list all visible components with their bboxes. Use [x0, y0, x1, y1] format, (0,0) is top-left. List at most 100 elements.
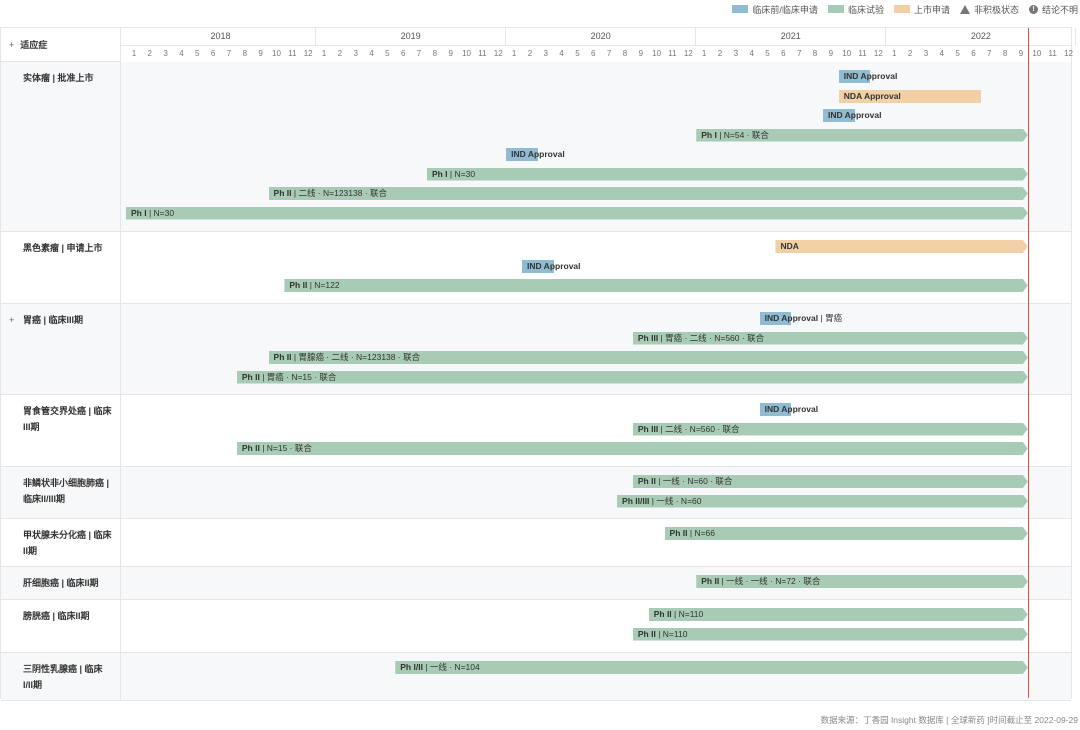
- month-tick-label: 9: [258, 49, 263, 58]
- month-tick-label: 8: [242, 49, 248, 58]
- expand-all-icon[interactable]: +: [9, 40, 15, 50]
- indication-label[interactable]: 黑色素瘤 | 申请上市: [1, 232, 121, 303]
- month-tick-label: 2: [527, 49, 533, 58]
- legend-swatch: [893, 5, 910, 13]
- bar-phase-label: IND Approval: [827, 110, 882, 120]
- indication-label[interactable]: 胃食管交界处癌 | 临床III期: [1, 395, 121, 466]
- indication-name: 胃食管交界处癌 | 临床III期: [23, 406, 112, 432]
- legend-item[interactable]: 非积极状态: [959, 3, 1019, 16]
- bar-detail-label: N=66: [694, 528, 715, 538]
- nda-bar[interactable]: NDA: [775, 240, 1027, 253]
- month-tick-label: 7: [987, 49, 992, 58]
- clinical-trial-bar[interactable]: Ph II | 一线 · N=60 · 联合: [633, 475, 1028, 488]
- indication-label[interactable]: 实体瘤 | 批准上市: [1, 62, 121, 231]
- ind-approval-bar[interactable]: IND Approval | 胃癌: [759, 312, 842, 325]
- clinical-trial-bar[interactable]: Ph II | 二线 · N=123138 · 联合: [269, 187, 1028, 200]
- bar-phase-label: Ph II: [273, 352, 292, 362]
- clinical-trial-bar[interactable]: Ph I | N=30: [126, 207, 1028, 220]
- ind-approval-bar[interactable]: IND Approval: [838, 70, 897, 83]
- clinical-trial-bar[interactable]: Ph III | 胃癌 · 二线 · N=560 · 联合: [633, 332, 1028, 345]
- clinical-trial-bar[interactable]: Ph II/III | 一线 · N=60: [617, 495, 1028, 508]
- legend-label: 结论不明: [1041, 4, 1078, 15]
- indication-label[interactable]: 膀胱癌 | 临床II期: [1, 600, 121, 652]
- bar-phase-label: Ph II: [289, 280, 308, 290]
- clinical-trial-bar[interactable]: Ph II | N=110: [633, 628, 1028, 641]
- ind-approval-bar[interactable]: IND Approval: [522, 259, 581, 273]
- clinical-trial-bar[interactable]: Ph II | 一线 · 一线 · N=72 · 联合: [696, 575, 1028, 588]
- bar-detail-label: N=110: [678, 609, 704, 619]
- clinical-trial-bar[interactable]: Ph II | N=122: [284, 279, 1027, 292]
- year-label: 2020: [506, 28, 697, 45]
- month-tick-label: 2: [907, 49, 913, 58]
- bar-detail-label: N=122: [314, 280, 340, 290]
- bar-detail-label: 胃癌 · 二线 · N=560 · 联合: [665, 332, 765, 343]
- clinical-trial-bar[interactable]: Ph II | N=15 · 联合: [237, 442, 1028, 455]
- expand-row-icon[interactable]: +: [9, 315, 15, 325]
- month-tick-label: 7: [606, 49, 612, 58]
- bar-phase-label: Ph I: [701, 129, 717, 140]
- indication-label[interactable]: 非鳞状非小细胞肺癌 | 临床II/III期: [1, 467, 121, 518]
- month-tick-label: 10: [842, 49, 852, 58]
- indication-label[interactable]: 三阴性乳腺癌 | 临床I/II期: [1, 653, 121, 700]
- clinical-trial-bar[interactable]: Ph I | N=30: [427, 168, 1028, 181]
- indication-label[interactable]: + 胃癌 | 临床III期: [1, 304, 121, 394]
- bar-phase-label: Ph II: [273, 188, 292, 198]
- month-tick-label: 10: [1032, 49, 1042, 58]
- clinical-trial-bar[interactable]: Ph II | 胃腺癌 · 二线 · N=123138 · 联合: [269, 351, 1028, 364]
- nda-bar[interactable]: NDA Approval: [838, 89, 982, 103]
- month-tick-label: 11: [858, 49, 867, 58]
- bar-phase-label: IND Approval: [764, 404, 819, 414]
- ind-approval-bar[interactable]: IND Approval: [759, 403, 818, 416]
- month-tick-label: 5: [385, 49, 390, 58]
- indication-row: 甲状腺未分化癌 | 临床II期 Ph II | N=66: [1, 519, 1071, 567]
- indication-row: 实体瘤 | 批准上市 IND Approval NDA Approval IND Ap…: [1, 62, 1071, 232]
- bar-detail-label: N=30: [153, 207, 175, 218]
- month-tick-label: 9: [448, 49, 453, 58]
- bar-detail-label: 一线 · N=104: [429, 662, 480, 672]
- indication-row: 胃食管交界处癌 | 临床III期 IND Approval Ph III | 二线 …: [1, 395, 1071, 467]
- clinical-trial-bar[interactable]: Ph II | N=110: [649, 608, 1028, 621]
- clinical-trial-bar[interactable]: Ph III | 二线 · N=560 · 联合: [633, 423, 1028, 436]
- indication-row: 膀胱癌 | 临床II期 Ph II | N=110 Ph II | N=110: [1, 600, 1071, 653]
- bar-phase-label: IND Approval: [764, 313, 819, 323]
- month-tick-label: 7: [796, 49, 802, 58]
- bar-suffix-label: 胃癌: [825, 313, 843, 323]
- clinical-trial-bar[interactable]: Ph II | 胃癌 · N=15 · 联合: [237, 371, 1028, 384]
- month-tick-label: 3: [353, 49, 358, 58]
- month-tick-label: 8: [622, 49, 628, 58]
- month-tick-label: 10: [272, 49, 281, 58]
- month-tick-label: 5: [575, 49, 580, 58]
- indication-row: 非鳞状非小细胞肺癌 | 临床II/III期 Ph II | 一线 · N=60 ·…: [1, 467, 1071, 519]
- month-tick-label: 9: [1018, 49, 1024, 58]
- bar-phase-label: Ph II: [653, 609, 672, 619]
- bar-detail-label: N=110: [662, 628, 688, 639]
- legend-item[interactable]: 临床前/临床申请: [732, 3, 818, 16]
- indication-row: 黑色素瘤 | 申请上市 NDA IND Approval Ph II | N=122: [1, 232, 1071, 304]
- indication-label[interactable]: 肝细胞癌 | 临床II期: [1, 567, 121, 599]
- indication-label[interactable]: 甲状腺未分化癌 | 临床II期: [1, 519, 121, 566]
- month-tick-label: 3: [543, 49, 548, 58]
- legend-item[interactable]: 临床试验: [827, 3, 884, 16]
- year-axis: 2018 2019 2020 2021 2022: [121, 28, 1077, 46]
- clinical-trial-bar[interactable]: Ph I | N=54 · 联合: [696, 129, 1028, 142]
- indication-column-header[interactable]: + 适应症: [1, 28, 121, 62]
- month-tick-label: 7: [226, 49, 232, 58]
- bar-detail-label: 一线 · N=60 · 联合: [662, 476, 733, 486]
- ind-approval-bar[interactable]: IND Approval: [506, 148, 565, 161]
- bar-phase-label: Ph II: [637, 476, 656, 486]
- legend-item[interactable]: 上市申请: [893, 3, 950, 16]
- ind-approval-bar[interactable]: IND Approval: [822, 109, 881, 122]
- month-tick-label: 5: [195, 49, 200, 58]
- clinical-trial-bar[interactable]: Ph I/II | 一线 · N=104: [395, 661, 1028, 674]
- legend-label: 临床试验: [847, 4, 884, 15]
- clinical-trial-bar[interactable]: Ph II | N=66: [665, 527, 1028, 540]
- indication-name: 黑色素瘤 | 申请上市: [23, 243, 103, 253]
- month-tick-label: 9: [638, 49, 644, 58]
- bar-phase-label: Ph I/II: [400, 662, 423, 672]
- month-tick-label: 4: [369, 49, 374, 58]
- today-marker-line: [1027, 28, 1029, 698]
- legend-item[interactable]: ! 结论不明: [1028, 3, 1078, 16]
- month-tick-label: 8: [432, 49, 438, 58]
- month-tick-label: 6: [400, 49, 406, 58]
- month-tick-label: 11: [1048, 49, 1057, 58]
